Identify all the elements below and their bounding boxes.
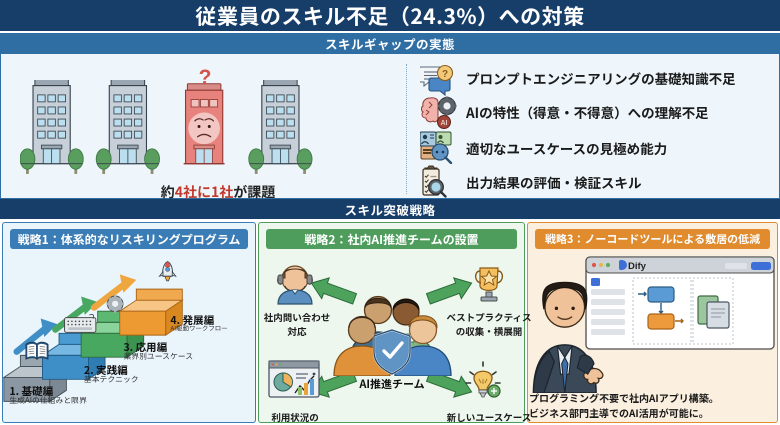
svg-text:AI: AI [441,120,448,127]
svg-text:Dify: Dify [628,261,647,272]
svg-text:?: ? [442,69,448,80]
